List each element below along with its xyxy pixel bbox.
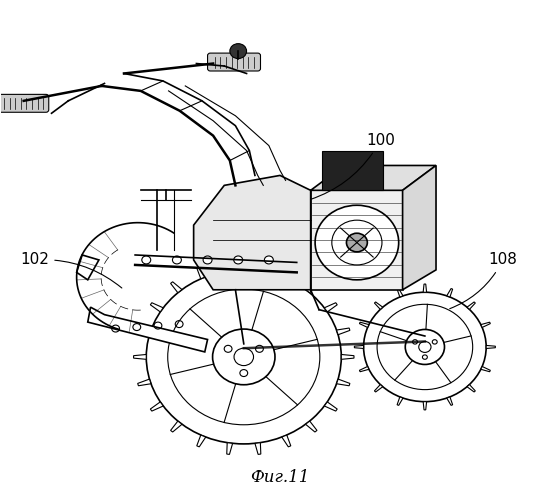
Polygon shape: [197, 267, 206, 279]
Circle shape: [255, 346, 263, 352]
Polygon shape: [481, 366, 491, 372]
Polygon shape: [197, 435, 206, 447]
Polygon shape: [255, 260, 261, 271]
Polygon shape: [282, 435, 291, 447]
Polygon shape: [354, 346, 363, 348]
Circle shape: [234, 348, 254, 366]
Polygon shape: [171, 282, 182, 292]
Polygon shape: [227, 442, 232, 454]
Polygon shape: [375, 384, 382, 392]
Polygon shape: [423, 284, 427, 292]
Polygon shape: [337, 379, 350, 386]
Circle shape: [432, 340, 437, 344]
Polygon shape: [138, 379, 151, 386]
Circle shape: [422, 355, 427, 360]
Polygon shape: [341, 354, 354, 360]
Circle shape: [347, 233, 367, 252]
Circle shape: [413, 340, 417, 344]
Polygon shape: [282, 267, 291, 279]
Polygon shape: [467, 384, 475, 392]
Polygon shape: [324, 402, 337, 411]
Polygon shape: [306, 421, 317, 432]
Circle shape: [142, 256, 151, 264]
Polygon shape: [311, 166, 436, 190]
Polygon shape: [360, 322, 369, 328]
Polygon shape: [306, 282, 317, 292]
Polygon shape: [194, 176, 311, 290]
Polygon shape: [403, 166, 436, 290]
Polygon shape: [447, 397, 452, 406]
Text: Фиг.11: Фиг.11: [250, 469, 310, 486]
Polygon shape: [150, 302, 163, 312]
Circle shape: [172, 256, 181, 264]
Circle shape: [419, 342, 431, 352]
Polygon shape: [77, 255, 99, 280]
Circle shape: [240, 370, 248, 376]
Polygon shape: [322, 150, 383, 190]
Polygon shape: [360, 366, 369, 372]
Polygon shape: [255, 442, 261, 454]
Polygon shape: [138, 328, 151, 334]
Polygon shape: [337, 328, 350, 334]
Circle shape: [230, 44, 246, 59]
Circle shape: [224, 346, 232, 352]
Polygon shape: [150, 402, 163, 411]
Polygon shape: [311, 190, 403, 290]
Polygon shape: [88, 307, 208, 352]
Polygon shape: [375, 302, 382, 310]
Polygon shape: [447, 288, 452, 297]
FancyBboxPatch shape: [0, 94, 49, 112]
Polygon shape: [324, 302, 337, 312]
Polygon shape: [171, 421, 182, 432]
Polygon shape: [467, 302, 475, 310]
Circle shape: [234, 256, 242, 264]
Circle shape: [203, 256, 212, 264]
Text: 102: 102: [20, 252, 122, 288]
Text: 108: 108: [450, 252, 517, 308]
Text: 100: 100: [310, 133, 395, 200]
Polygon shape: [481, 322, 491, 328]
Polygon shape: [486, 346, 496, 348]
Circle shape: [264, 256, 273, 264]
Polygon shape: [134, 354, 146, 360]
Polygon shape: [227, 260, 232, 271]
Polygon shape: [397, 288, 403, 297]
Polygon shape: [423, 402, 427, 410]
FancyBboxPatch shape: [208, 53, 260, 71]
Circle shape: [315, 205, 399, 280]
Polygon shape: [397, 397, 403, 406]
